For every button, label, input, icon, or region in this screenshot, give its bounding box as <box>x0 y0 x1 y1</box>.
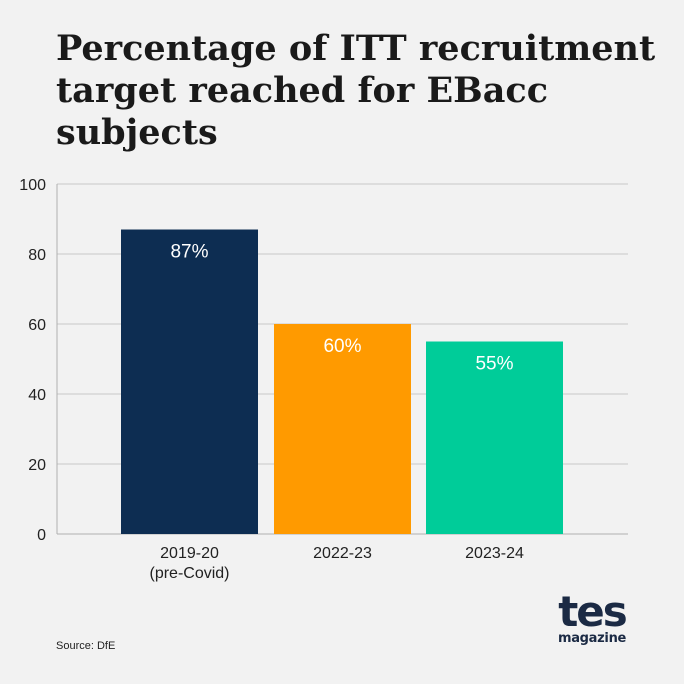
y-tick-label: 100 <box>19 177 46 194</box>
bar <box>274 324 411 534</box>
tes-magazine-logo: tes magazine <box>557 587 628 646</box>
y-tick-label: 20 <box>28 457 46 474</box>
y-tick-label: 0 <box>37 527 46 544</box>
x-tick-label: (pre-Covid) <box>149 565 229 582</box>
x-tick-label: 2022-23 <box>313 545 372 562</box>
data-label: 60% <box>323 336 361 357</box>
bar <box>426 341 563 534</box>
x-tick-label: 2023-24 <box>465 545 524 562</box>
chart-title: Percentage of ITT recruitment target rea… <box>56 28 656 153</box>
x-tick-label: 2019-20 <box>160 545 219 562</box>
data-label: 87% <box>170 242 208 263</box>
data-label: 55% <box>475 354 513 375</box>
y-tick-label: 40 <box>28 387 46 404</box>
y-tick-label: 80 <box>28 247 46 264</box>
bar <box>121 229 258 534</box>
y-tick-label: 60 <box>28 317 46 334</box>
source-note: Source: DfE <box>56 640 116 652</box>
